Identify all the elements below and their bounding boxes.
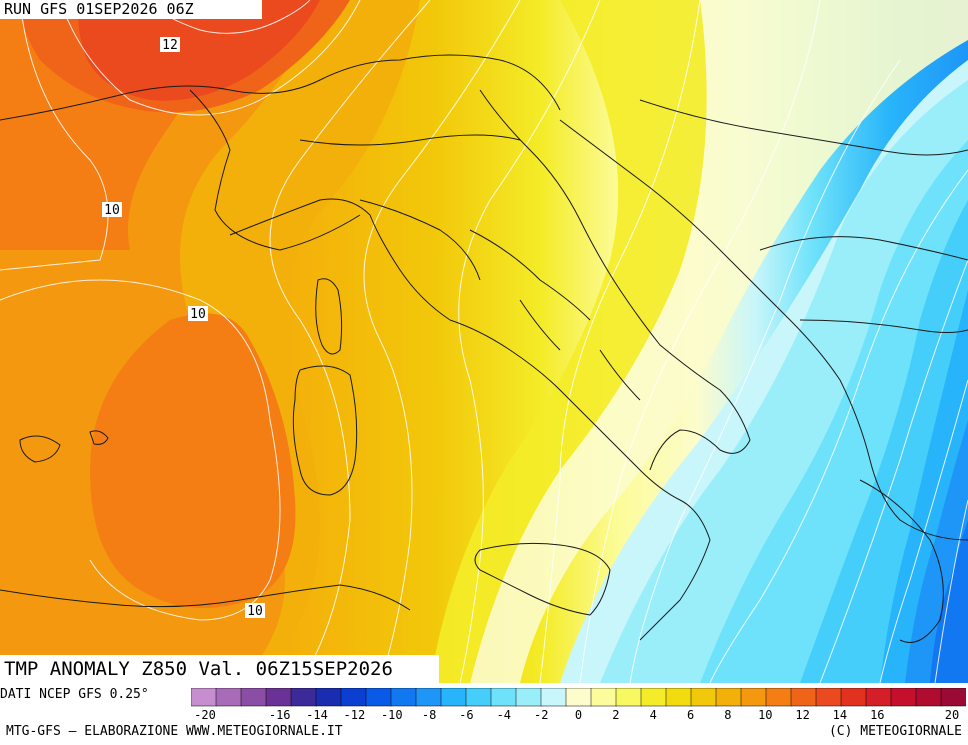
isoline-label-10-center: 10 [190, 307, 206, 322]
band-deep-blue [930, 520, 968, 683]
legend-swatch [265, 688, 292, 707]
map-title: TMP ANOMALY Z850 Val. 06Z15SEP2026 [0, 655, 439, 683]
legend-swatch [915, 688, 942, 707]
isoline-label-10-south: 10 [247, 604, 263, 619]
band-yellow [430, 0, 707, 683]
legend-tick-label: -10 [381, 708, 403, 722]
legend-swatch [315, 688, 342, 707]
legend-swatch [515, 688, 542, 707]
legend-swatch [640, 688, 667, 707]
legend-tick-label: 12 [795, 708, 809, 722]
legend-tick-label: 8 [724, 708, 731, 722]
legend-swatch [890, 688, 917, 707]
legend-tick-label: -16 [269, 708, 291, 722]
legend-tick-labels: -20 -16 -14 -12 -10 -8 -6 -4 -2 0 2 4 6 8 10 12 14 16 20 [194, 708, 959, 722]
band-hot-core [78, 0, 320, 101]
legend-swatch [615, 688, 642, 707]
isoline-labels: 12 10 10 10 [102, 37, 265, 619]
legend-tick-label: 0 [575, 708, 582, 722]
legend-tick-label: 20 [945, 708, 959, 722]
legend-tick-label: 6 [687, 708, 694, 722]
legend-swatch [790, 688, 817, 707]
legend-tick-label: 4 [650, 708, 657, 722]
legend-swatch [690, 688, 717, 707]
legend-tick-label: 10 [758, 708, 772, 722]
legend-tick-label: 16 [870, 708, 884, 722]
run-label: RUN GFS 01SEP2026 06Z [0, 0, 262, 19]
warm-core [90, 313, 296, 608]
legend-swatch [565, 688, 592, 707]
legend-tick-label: -14 [306, 708, 328, 722]
isoline-label-12: 12 [162, 38, 178, 53]
legend-tick-label: -8 [422, 708, 436, 722]
credit-left: MTG-GFS – ELABORAZIONE WWW.METEOGIORNALE… [6, 724, 343, 739]
legend-tick-label: 14 [833, 708, 847, 722]
legend-swatches [191, 688, 966, 707]
isoline-label-10-north: 10 [104, 203, 120, 218]
credit-right: (C) METEOGIORNALE [828, 724, 962, 739]
legend-tick-label: 2 [612, 708, 619, 722]
legend-swatch [715, 688, 742, 707]
isolines [0, 0, 968, 683]
legend-swatch [290, 688, 317, 707]
legend-swatch [340, 688, 367, 707]
legend-tick-label: -4 [497, 708, 511, 722]
legend-swatch [490, 688, 517, 707]
legend-swatch [865, 688, 892, 707]
legend-swatch [540, 688, 567, 707]
legend-swatch [415, 688, 442, 707]
legend-tick-label: -12 [344, 708, 366, 722]
temperature-anomaly-map: 12 10 10 10 [0, 0, 968, 683]
legend-swatch [191, 688, 217, 707]
legend-tick-label: -2 [534, 708, 548, 722]
legend-swatch [465, 688, 492, 707]
legend-swatch [840, 688, 867, 707]
legend-tick-label: -20 [194, 708, 216, 722]
coastlines [0, 54, 968, 643]
legend-swatch [440, 688, 467, 707]
legend-swatch [815, 688, 842, 707]
legend-swatch [240, 688, 267, 707]
legend-swatch [590, 688, 617, 707]
legend-swatch [940, 688, 966, 707]
map-panel: 12 10 10 10 [0, 0, 968, 683]
legend-swatch [765, 688, 792, 707]
data-source-label: DATI NCEP GFS 0.25° [0, 687, 149, 702]
legend-swatch [390, 688, 417, 707]
legend-swatch [740, 688, 767, 707]
legend-tick-label: -6 [459, 708, 473, 722]
legend-swatch [215, 688, 242, 707]
legend-swatch [365, 688, 392, 707]
color-scale-legend: -20 -16 -14 -12 -10 -8 -6 -4 -2 0 2 4 6 8 10 12 14 16 20 [191, 688, 966, 722]
band-cream [470, 0, 968, 683]
legend-swatch [665, 688, 692, 707]
